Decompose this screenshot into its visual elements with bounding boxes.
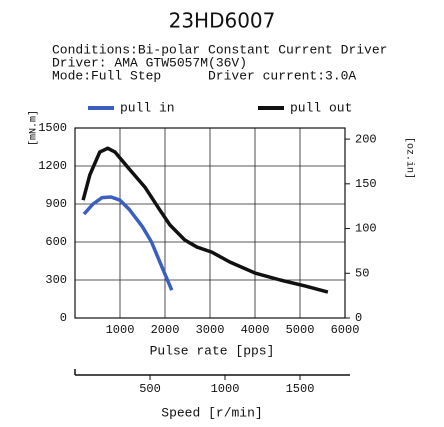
y-tick-label: 1500 [38,121,67,135]
y-tick-label: 1200 [38,159,67,173]
x-tick-label: 4000 [241,323,270,337]
y-tick-label: 0 [60,311,67,325]
legend-label: pull in [120,100,175,115]
y2-tick-label: 200 [355,132,377,146]
y2-tick-label: 150 [355,177,377,191]
legend-label: pull out [290,100,352,115]
y-tick-label: 900 [45,197,67,211]
y-tick-label: 300 [45,273,67,287]
y2-axis-label: [oz.in] [403,137,415,179]
speed-tick-label: 1500 [286,382,315,396]
y2-tick-label: 50 [355,266,369,280]
speed-tick-label: 1000 [211,382,240,396]
x-tick-label: 3000 [196,323,225,337]
plot-frame [74,127,346,319]
y2-tick-label: 100 [355,222,377,236]
series-line [82,195,174,291]
chart-title: 23HD6007 [169,9,276,33]
condition: Driver: AMA GTW5057M(36V) [52,55,247,70]
y2-tick-label: 0 [355,311,362,325]
condition: Conditions:Bi-polar Constant Current Dri… [52,42,387,57]
y-tick-label: 600 [45,235,67,249]
speed-tick-label: 500 [139,382,161,396]
y-axis-label: [mN.m] [28,110,40,146]
condition: Mode:Full Step [52,68,161,83]
speed-axis-label: Speed [r/min] [161,405,262,420]
x-tick-label: 1000 [106,323,135,337]
x-axis-label: Pulse rate [pps] [150,343,275,358]
series-line [81,146,329,294]
x-tick-label: 5000 [286,323,315,337]
x-tick-label: 2000 [151,323,180,337]
condition: Driver current:3.0A [208,68,356,83]
x-tick-label: 6000 [331,323,360,337]
